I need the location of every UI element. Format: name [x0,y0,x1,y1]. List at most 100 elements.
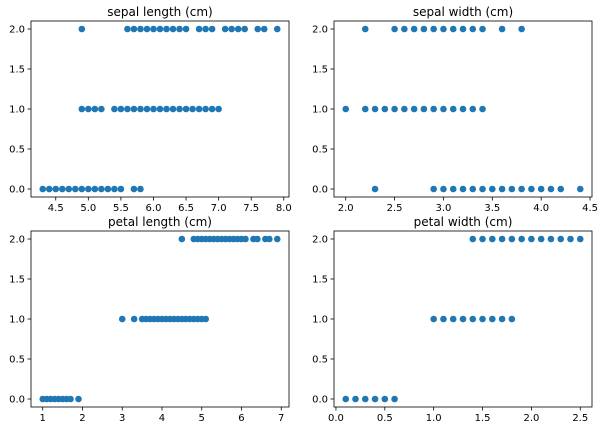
x-tick-label: 5 [199,413,205,424]
data-point [547,185,555,193]
y-tick-label: 1.0 [312,105,328,116]
data-point [176,105,183,113]
data-point [150,105,157,113]
x-tick-label: 2.0 [523,413,539,424]
data-point [371,105,379,113]
data-point [567,235,574,243]
data-point [449,185,457,193]
y-tick-label: 1.5 [312,275,328,286]
data-point [78,185,86,193]
data-point [440,25,447,33]
subplot-grid: sepal length (cm) 4.5 5.0 5.5 6.0 6.5 7.0 7.5 8.… [9,5,598,424]
data-point [479,315,486,323]
x-tick-label: 2.0 [338,203,354,214]
data-point [449,315,457,323]
data-point [195,105,203,113]
y-tick-label: 1.5 [312,65,328,76]
data-point [137,185,144,193]
y-tick-label: 1.5 [9,275,25,286]
data-point [75,395,82,403]
y-tick-label: 1.0 [312,315,328,326]
data-point [98,105,105,113]
data-point [498,315,506,323]
data-point [156,105,164,113]
data-point [469,235,477,243]
data-point [420,105,428,113]
subplot-1: sepal length (cm) 4.5 5.0 5.5 6.0 6.5 7.0 7.5 8.… [9,5,292,214]
data-point [118,315,126,323]
data-point [124,105,131,113]
data-point [440,185,447,193]
data-point [254,235,261,243]
data-point [234,25,242,33]
data-point [169,105,177,113]
y-tick-label: 2.0 [312,25,328,36]
data-point [176,25,183,33]
data-point [254,25,262,33]
data-point [430,315,437,323]
data-point [215,105,222,113]
x-tick-label: 4.0 [533,203,549,214]
data-point [163,105,170,113]
data-point [459,105,467,113]
data-point [361,105,369,113]
data-point [498,235,506,243]
data-point [508,185,516,193]
subplot-title: petal width (cm) [414,215,513,229]
data-point [98,185,105,193]
y-tick-label: 1.0 [9,105,25,116]
y-tick-label: 2.0 [312,235,328,246]
data-point [67,395,74,403]
data-point [202,315,210,323]
x-tick-label: 4.5 [48,203,64,214]
data-point [52,185,60,193]
x-tick-label: 6 [238,413,244,424]
data-point [430,25,437,33]
data-point [391,25,398,33]
data-point [178,235,186,243]
data-point [469,105,477,113]
subplot-title: sepal width (cm) [413,5,513,19]
y-tick-label: 0.0 [9,395,25,406]
data-point [518,185,525,193]
data-point [163,25,170,33]
data-point [576,185,584,193]
data-point [459,185,467,193]
data-point [260,25,268,33]
data-point [78,105,86,113]
data-point [45,185,53,193]
data-point [508,315,516,323]
data-point [91,105,99,113]
subplot-title: petal length (cm) [108,215,212,229]
data-point [381,395,389,403]
data-point [228,25,235,33]
data-point [469,25,477,33]
y-tick-label: 2.0 [9,25,25,36]
x-tick-label: 2 [79,413,85,424]
data-point [381,105,389,113]
x-tick-label: 3.0 [436,203,452,214]
data-point [182,105,190,113]
data-point [137,25,144,33]
scatter-points [39,235,281,403]
data-point [124,25,131,33]
data-point [557,235,565,243]
data-point [39,185,47,193]
data-point [528,185,535,193]
data-point [420,25,428,33]
x-tick-label: 5.5 [113,203,129,214]
data-point [498,25,506,33]
data-point [111,105,118,113]
x-tick-label: 7.5 [243,203,259,214]
data-point [85,105,92,113]
data-point [361,25,369,33]
data-point [401,25,408,33]
data-point [182,25,190,33]
subplot-3: petal length (cm) 1 2 3 4 5 6 7 0.0 0.5 1.0 1.5 2.0 [9,215,290,424]
data-point [430,105,437,113]
data-point [352,395,359,403]
data-point [137,105,144,113]
data-point [469,185,477,193]
subplot-4: petal width (cm) 0.0 0.5 1.0 1.5 2.0 2.5 0.0 0.5… [312,215,593,424]
data-point [459,25,467,33]
